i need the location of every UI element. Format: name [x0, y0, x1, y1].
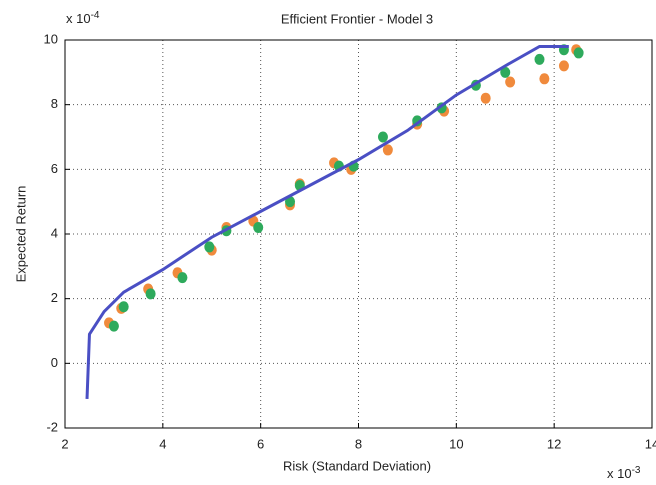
axes-box — [64, 39, 653, 429]
scatter-point — [539, 73, 550, 85]
x-tick-label: 8 — [355, 436, 362, 451]
scatter-point — [558, 60, 569, 72]
x-axis-label: Risk (Standard Deviation) — [283, 458, 431, 473]
scatter-point — [204, 241, 215, 253]
y-tick-label: 8 — [51, 96, 58, 111]
x-tick-label: 6 — [257, 436, 264, 451]
chart-title: Efficient Frontier - Model 3 — [281, 11, 433, 26]
x-tick-label: 14 — [645, 436, 656, 451]
x-tick-label: 2 — [61, 436, 68, 451]
scatter-point — [285, 196, 296, 208]
x-tick-label: 4 — [159, 436, 166, 451]
scatter-point — [480, 92, 491, 104]
x-multiplier: x 10-3 — [607, 465, 641, 482]
y-tick-label: -2 — [46, 419, 58, 434]
x-multiplier-base: x 10 — [607, 466, 632, 481]
x-tick-label: 12 — [547, 436, 561, 451]
scatter-point — [505, 76, 516, 88]
y-multiplier-base: x 10 — [66, 11, 91, 26]
scatter-point — [118, 301, 129, 313]
scatter-point — [573, 47, 584, 59]
y-tick-label: 0 — [51, 355, 58, 370]
y-multiplier: x 10-4 — [66, 10, 100, 27]
scatter-point — [108, 320, 119, 332]
y-tick-label: 4 — [51, 225, 58, 240]
x-tick-label: 10 — [449, 436, 463, 451]
scatter-point — [500, 66, 511, 78]
frontier-line — [85, 44, 569, 399]
scatter-point — [534, 53, 545, 65]
scatter-point — [253, 222, 264, 234]
scatter-point — [382, 144, 393, 156]
y-axis-label: Expected Return — [13, 186, 28, 283]
y-tick-label: 6 — [51, 161, 58, 176]
x-multiplier-exp: -3 — [632, 465, 641, 476]
scatter-point — [377, 131, 388, 143]
scatter-point — [145, 288, 156, 300]
scatter-point — [177, 272, 188, 284]
y-tick-label: 2 — [51, 290, 58, 305]
y-tick-label: 10 — [44, 31, 58, 46]
y-multiplier-exp: -4 — [91, 10, 100, 21]
